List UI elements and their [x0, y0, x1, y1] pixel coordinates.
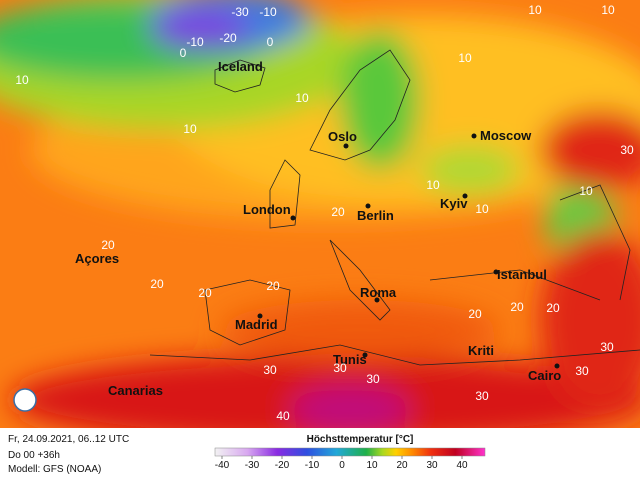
contour-label: 20 — [468, 307, 482, 321]
city-label: Canarias — [108, 383, 163, 398]
contour-label: 30 — [366, 372, 380, 386]
legend-tick-label: 30 — [426, 460, 438, 471]
city-dot — [493, 269, 499, 275]
legend-tick-label: -20 — [275, 460, 290, 471]
city-label: Berlin — [357, 208, 394, 223]
contour-label: 40 — [276, 409, 290, 423]
contour-label: 0 — [267, 35, 274, 49]
legend-tick-label: -40 — [215, 460, 230, 471]
city-dot — [343, 143, 349, 149]
legend-tick-label: 0 — [339, 460, 345, 471]
contour-label: 10 — [475, 202, 489, 216]
city-dot — [365, 203, 371, 209]
colorbar — [214, 447, 486, 457]
city-label: Madrid — [235, 317, 278, 332]
city-label: Oslo — [328, 129, 357, 144]
contour-label: 10 — [183, 122, 197, 136]
valid-time: Fr, 24.09.2021, 06..12 UTC — [8, 434, 129, 445]
city-label: Cairo — [528, 368, 561, 383]
contour-label: 30 — [475, 389, 489, 403]
city-dot — [462, 193, 468, 199]
logo — [13, 388, 37, 412]
contour-label: 20 — [198, 286, 212, 300]
city-label: Kyiv — [440, 196, 468, 211]
contour-label: 20 — [150, 277, 164, 291]
city-label: London — [243, 202, 291, 217]
temperature-field — [0, 0, 640, 428]
city-dot — [362, 352, 368, 358]
contour-label: 20 — [510, 300, 524, 314]
legend-tick-label: -10 — [305, 460, 320, 471]
contour-label: 30 — [333, 361, 347, 375]
contour-label: 10 — [528, 3, 542, 17]
contour-label: 30 — [263, 363, 277, 377]
city-dot — [257, 313, 263, 319]
city-label: Roma — [360, 285, 397, 300]
model: Modell: GFS (NOAA) — [8, 464, 101, 475]
contour-label: -10 — [186, 35, 204, 49]
city-dot — [471, 133, 477, 139]
contour-label: 20 — [546, 301, 560, 315]
contour-label: 10 — [458, 51, 472, 65]
contour-label: -20 — [219, 31, 237, 45]
contour-label: 10 — [426, 178, 440, 192]
contour-label: 10 — [15, 73, 29, 87]
run: Do 00 +36h — [8, 450, 60, 461]
city-label: Tunis — [333, 352, 367, 367]
legend-tick-label: 40 — [456, 460, 468, 471]
contour-label: 0 — [180, 46, 187, 60]
city-dot — [554, 363, 560, 369]
contour-label: 10 — [601, 3, 615, 17]
city-label: Moscow — [480, 128, 532, 143]
legend-tick-label: -30 — [245, 460, 260, 471]
contour-label: 10 — [295, 91, 309, 105]
contour-label: 30 — [620, 143, 634, 157]
legend-tick-label: 10 — [366, 460, 378, 471]
contour-label: -30 — [231, 5, 249, 19]
city-dot — [374, 297, 380, 303]
contour-label: 20 — [101, 238, 115, 252]
contour-label: 30 — [575, 364, 589, 378]
legend-title: Höchsttemperatur [°C] — [307, 434, 414, 445]
contour-label: 30 — [600, 340, 614, 354]
contour-label: 20 — [331, 205, 345, 219]
city-label: Istanbul — [497, 267, 547, 282]
contour-label: -10 — [259, 5, 277, 19]
legend-tick-label: 20 — [396, 460, 408, 471]
city-dot — [290, 215, 296, 221]
city-label: Açores — [75, 251, 119, 266]
coastlines — [149, 49, 640, 366]
contour-label: 20 — [266, 279, 280, 293]
city-label: Kriti — [468, 343, 494, 358]
city-label: Iceland — [218, 59, 263, 74]
contour-label: 10 — [579, 184, 593, 198]
